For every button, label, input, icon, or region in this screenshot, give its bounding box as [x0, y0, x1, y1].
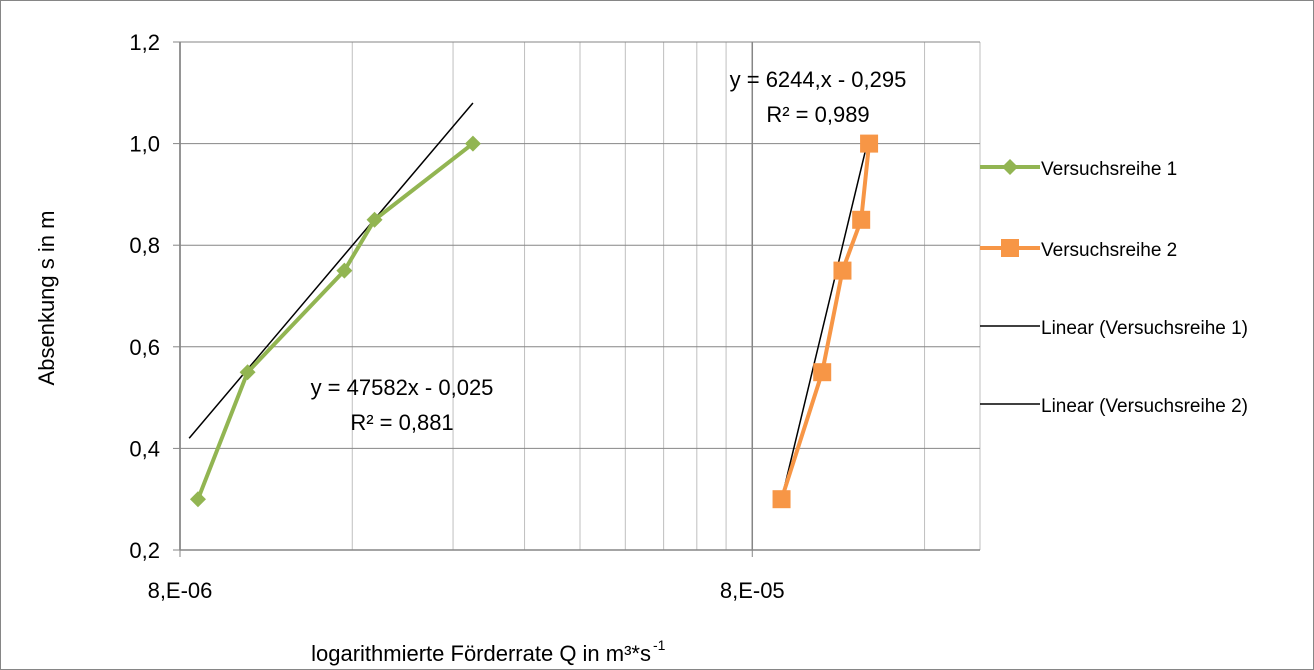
trend-label-1: y = 47582x - 0,025 R² = 0,881: [311, 375, 494, 435]
data-point: [833, 261, 852, 280]
data-point: [239, 364, 256, 381]
diamond-marker-icon: [1002, 159, 1018, 175]
markers: [189, 134, 879, 509]
legend-label-trend-2: Linear (Versuchsreihe 2): [1041, 396, 1248, 417]
x-tick-label: 8,E-05: [720, 578, 785, 603]
y-tick-label: 1,2: [129, 30, 160, 55]
x-tick-label: 8,E-06: [148, 578, 213, 603]
data-point: [860, 134, 879, 153]
y-tick-label: 0,2: [129, 538, 160, 563]
legend-item-series-2: Versuchsreihe 2: [980, 239, 1177, 261]
tick-labels: 0,2 0,4 0,6 0,8 1,0 1,2 8,E-06 8,E-05: [129, 30, 784, 603]
axes: [173, 41, 980, 557]
data-point: [852, 210, 871, 229]
data-point: [336, 262, 353, 279]
data-point: [366, 211, 383, 228]
legend: Versuchsreihe 1 Versuchsreihe 2 Linear (…: [980, 159, 1248, 417]
y-tick-label: 1,0: [129, 132, 160, 157]
legend-item-series-1: Versuchsreihe 1: [980, 159, 1177, 180]
trend-r2-1: R² = 0,881: [350, 410, 453, 435]
trend-equation-2: y = 6244,x - 0,295: [730, 67, 907, 92]
legend-label-series-1: Versuchsreihe 1: [1041, 159, 1177, 180]
trend-label-2: y = 6244,x - 0,295 R² = 0,989: [730, 67, 907, 127]
legend-item-trend-1: Linear (Versuchsreihe 1): [980, 318, 1248, 339]
y-tick-label: 0,8: [129, 233, 160, 258]
legend-item-trend-2: Linear (Versuchsreihe 2): [980, 396, 1248, 417]
legend-label-series-2: Versuchsreihe 2: [1041, 240, 1177, 261]
square-marker-icon: [1001, 239, 1019, 257]
x-axis-label: logarithmierte Förderrate Q in m³*s: [311, 641, 651, 666]
data-point: [813, 363, 832, 382]
trend-equation-1: y = 47582x - 0,025: [311, 375, 494, 400]
trendline-1: [188, 102, 474, 439]
data-point: [772, 490, 791, 509]
trendlines: [188, 102, 868, 500]
data-point: [464, 135, 481, 152]
y-tick-label: 0,6: [129, 335, 160, 360]
y-axis-label: Absenkung s in m: [34, 211, 59, 386]
data-point: [189, 491, 206, 508]
x-axis-label-superscript: -1: [653, 637, 666, 653]
legend-label-trend-1: Linear (Versuchsreihe 1): [1041, 318, 1248, 339]
trendline-2: [780, 143, 868, 500]
trend-r2-2: R² = 0,989: [766, 102, 869, 127]
y-tick-label: 0,4: [129, 436, 160, 461]
